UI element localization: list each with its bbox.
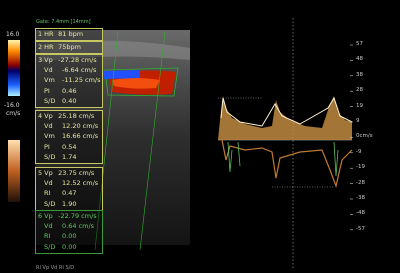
measurement-key: Vp <box>44 213 58 220</box>
measurement-key: Vd <box>44 123 62 130</box>
scale-max: 16.0 <box>6 32 19 38</box>
scale-label: 57 <box>356 42 363 48</box>
scale-label: 48 <box>356 57 363 63</box>
measurement-value: -11.25 cm/s <box>62 76 101 84</box>
scale-unit: cm/s <box>6 111 20 117</box>
measurement-key: S/D <box>44 98 62 105</box>
scale-label: 28 <box>356 88 363 94</box>
measurement-value: 0.47 <box>62 189 76 197</box>
scale-label: 19 <box>356 104 363 110</box>
measurement-value: -27.28 cm/s <box>58 56 97 64</box>
scale-label: -19 <box>356 165 365 171</box>
measurement-key: Vd <box>44 67 62 74</box>
scale-label: -38 <box>356 196 365 202</box>
measurement-key: RI <box>44 233 62 240</box>
measurement-box: 5Vp23.75 cm/sVd12.52 cm/sRI0.47S/D1.90 <box>35 167 103 211</box>
gray-map-bar <box>8 140 20 202</box>
measurement-id: 2 <box>38 43 42 51</box>
measurement-value: 0.54 <box>62 143 76 151</box>
scale-label: -57 <box>356 227 365 233</box>
flow-blue <box>104 70 140 79</box>
measurement-id: 4 <box>38 112 42 120</box>
measurement-id: 3 <box>38 56 42 64</box>
scale-min: -16.0 <box>4 103 20 109</box>
measurement-key: Vm <box>44 133 62 140</box>
measurement-value: 0.40 <box>62 97 76 105</box>
scale-label: -48 <box>356 211 365 217</box>
scale-label: 0cm/s <box>356 134 373 140</box>
spectrum-green <box>228 142 338 176</box>
measurement-value: 81 bpm <box>58 30 83 38</box>
measurement-row: Vd-6.64 cm/s <box>38 67 96 74</box>
measurement-key: HR <box>44 44 58 51</box>
measurement-value: 1.90 <box>62 200 76 208</box>
scale-label: 9 <box>356 119 360 125</box>
measurement-key: Vm <box>44 77 62 84</box>
measurement-key: PI <box>44 88 62 95</box>
measurement-key: S/D <box>44 244 62 251</box>
measurement-key: Vp <box>44 57 58 64</box>
measurement-value: 12.20 cm/s <box>62 122 98 130</box>
measurement-value: 25.18 cm/s <box>58 112 94 120</box>
measurement-key: PI <box>44 144 62 151</box>
measurement-value: 75bpm <box>58 43 81 51</box>
gate-label: Gate: 7.4mm [14mm] <box>36 20 91 25</box>
measurement-value: 12.52 cm/s <box>62 179 98 187</box>
measurement-value: -6.64 cm/s <box>62 66 96 74</box>
measurement-key: Vp <box>44 113 58 120</box>
scale-label: -28 <box>356 181 365 187</box>
measurement-key: Vp <box>44 170 58 177</box>
spectrum-upper <box>218 96 352 140</box>
scale-label: -9 <box>356 150 361 156</box>
measurement-key: S/D <box>44 201 62 208</box>
measurement-id: 5 <box>38 169 42 177</box>
measurement-value: 0.00 <box>62 243 76 251</box>
measurement-key: Vd <box>44 180 62 187</box>
measurement-key: S/D <box>44 154 62 161</box>
measurement-value: 23.75 cm/s <box>58 169 94 177</box>
scale-label: 38 <box>356 73 363 79</box>
measurement-value: -22.79 cm/s <box>58 212 97 220</box>
measurement-value: 0.64 cm/s <box>62 222 94 230</box>
measurement-row: Vm-11.25 cm/s <box>38 77 101 84</box>
measurement-value: 0.46 <box>62 87 76 95</box>
ultrasound-screen: Gate: 7.4mm [14mm] 16.0 -16.0 cm/s RI Vp… <box>0 0 400 273</box>
footer-label: RI Vp Vd RI S/D <box>36 266 74 271</box>
measurement-value: 1.74 <box>62 153 76 161</box>
measurement-value: 0.00 <box>62 232 76 240</box>
measurement-key: Vd <box>44 223 62 230</box>
measurement-id: 6 <box>38 212 42 220</box>
measurement-value: 16.66 cm/s <box>62 132 98 140</box>
spectrum-lower <box>222 140 352 186</box>
color-scale-bar <box>8 40 20 96</box>
measurement-key: RI <box>44 190 62 197</box>
measurement-id: 1 <box>38 30 42 38</box>
measurement-key: HR <box>44 31 58 38</box>
